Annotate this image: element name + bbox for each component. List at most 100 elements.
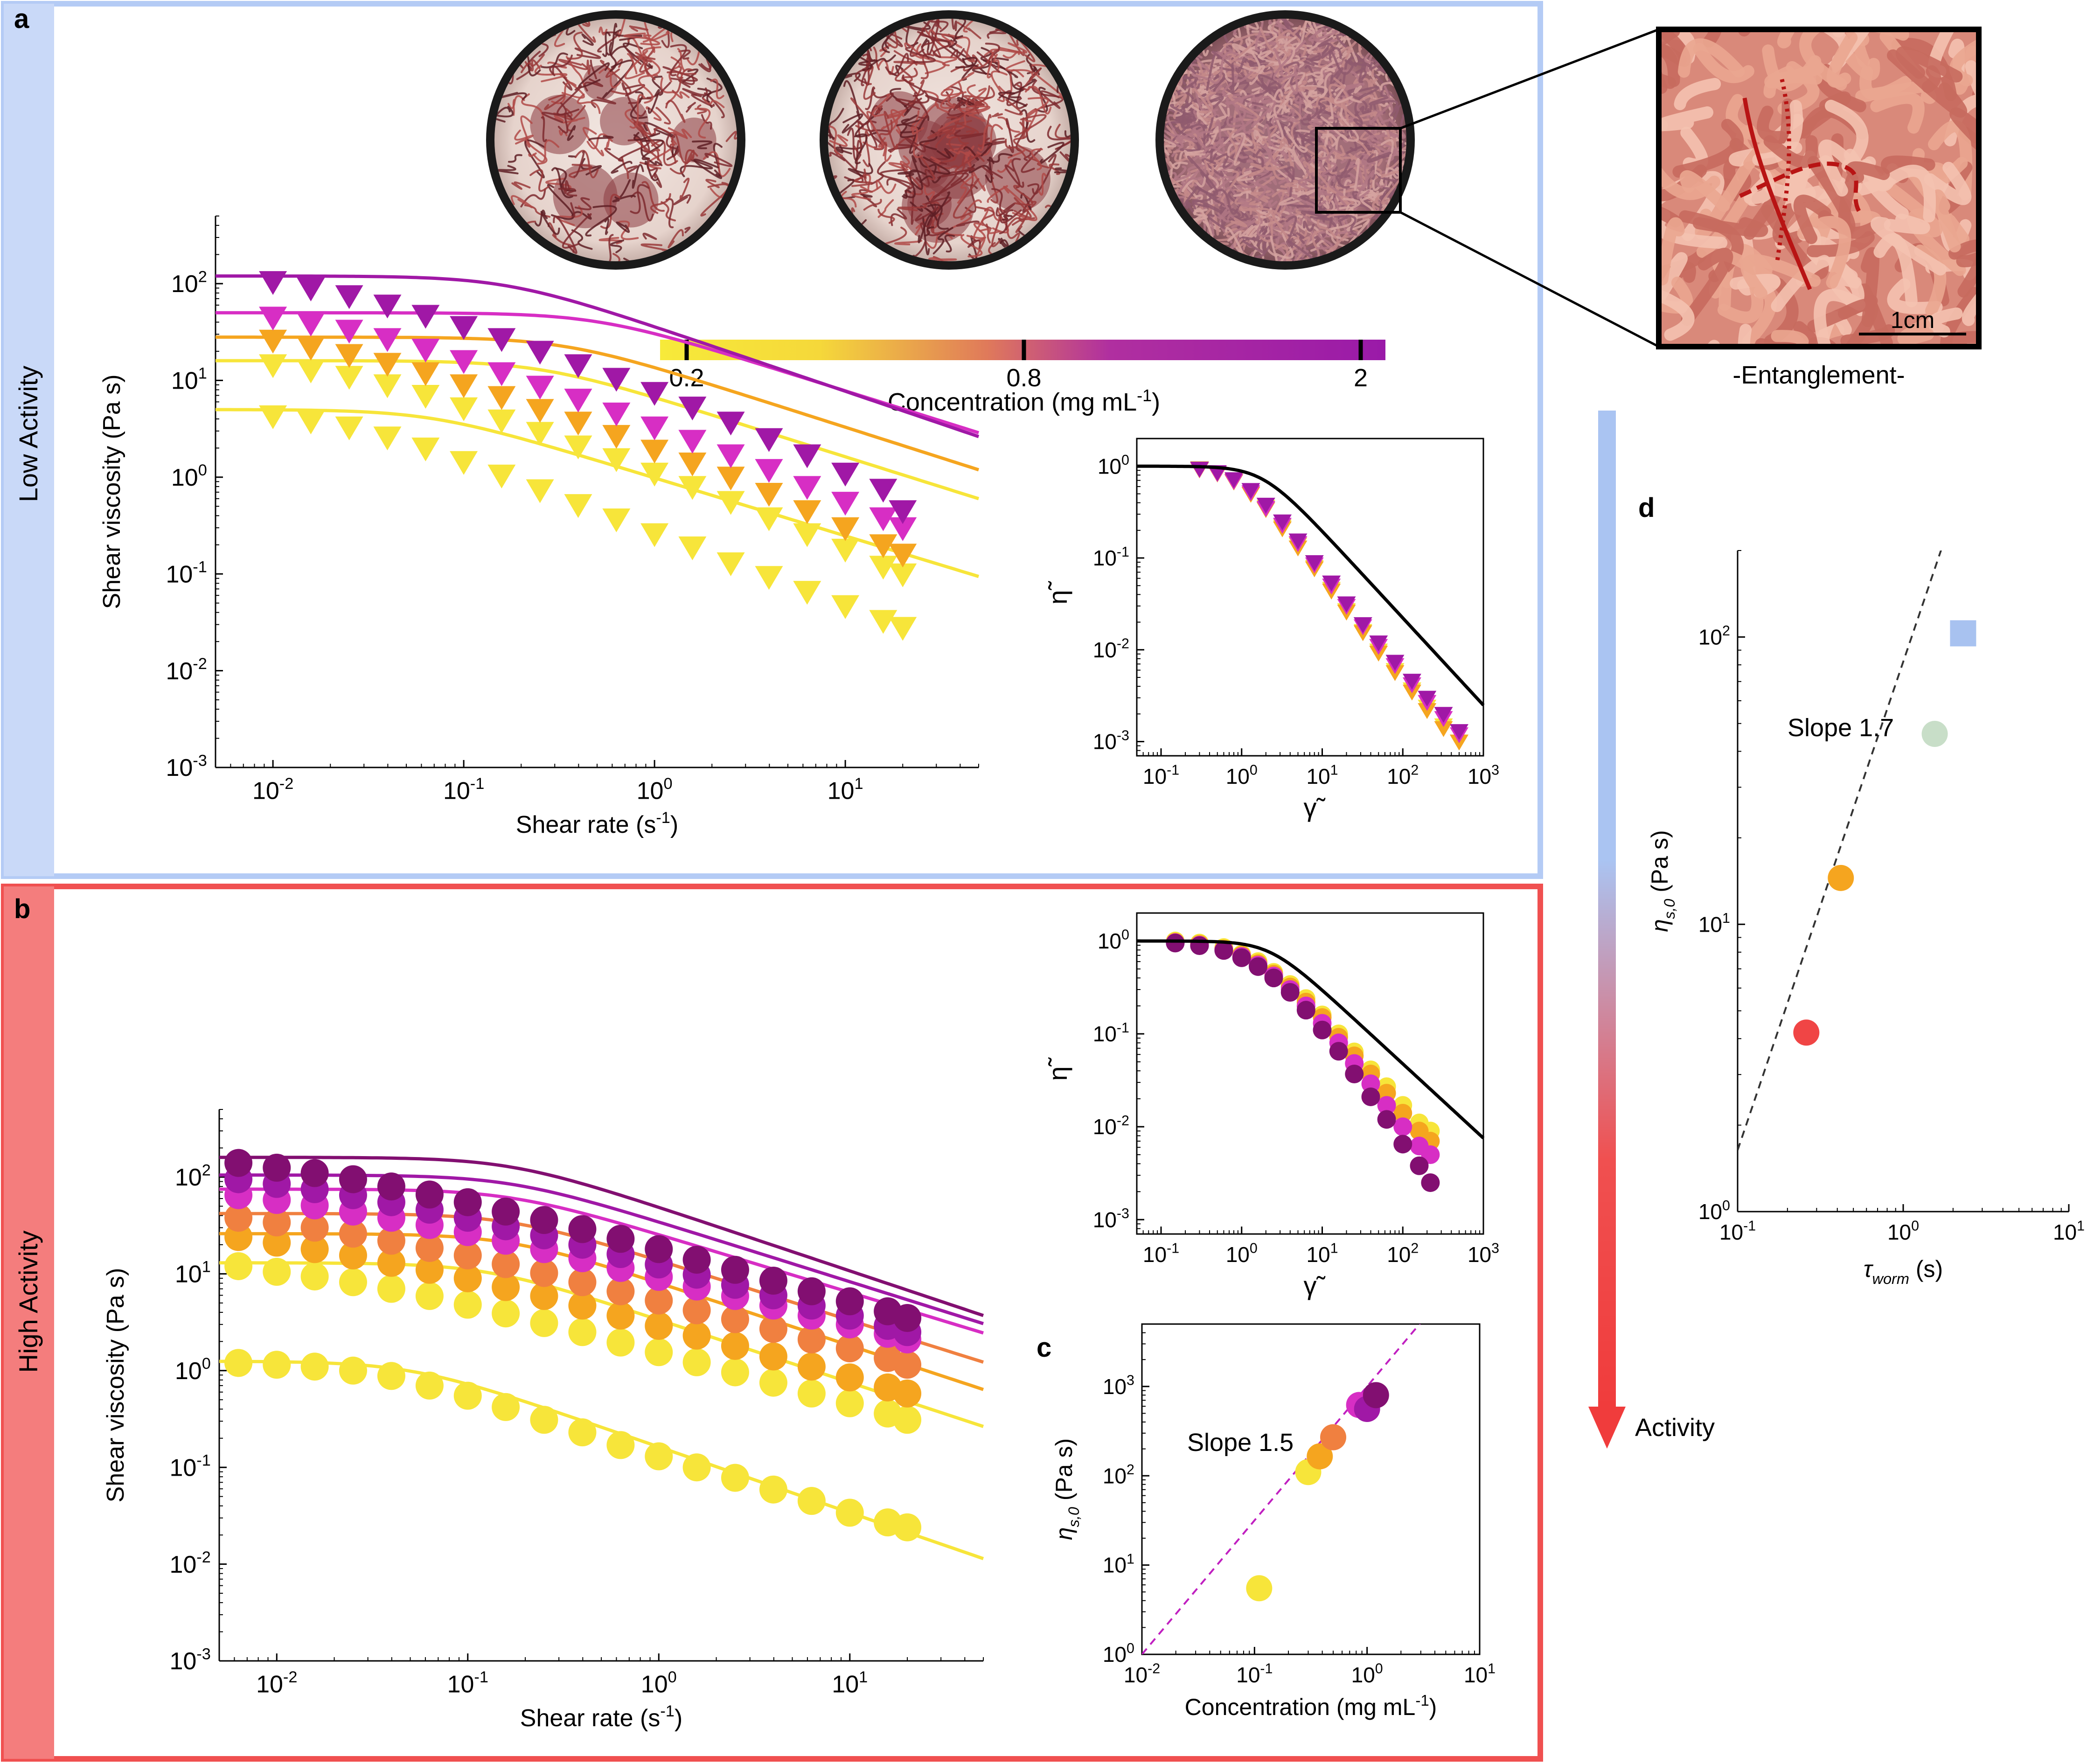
worm-strand (1013, 185, 1034, 206)
worm-strand (1259, 88, 1276, 113)
data-point (1329, 1042, 1348, 1061)
data-point (1418, 703, 1437, 719)
y-axis-label: η̃ (1043, 581, 1072, 604)
worm-strand (1341, 123, 1358, 143)
worm-strand (547, 62, 567, 69)
data-point (263, 1208, 291, 1237)
data-point (411, 362, 440, 386)
data-point (797, 1353, 826, 1381)
worm-strand (1659, 217, 1685, 286)
worm-strand (666, 133, 680, 160)
worm-strand (681, 128, 692, 139)
data-point (453, 1241, 482, 1269)
worm-strand (1757, 105, 1787, 143)
data-point (645, 1311, 673, 1340)
data-point (300, 1262, 329, 1290)
worm-strand (897, 203, 927, 211)
worm-strand (528, 152, 537, 157)
worm-strand (1228, 94, 1255, 106)
worm-strand (1284, 36, 1297, 62)
worm-strand (1259, 27, 1278, 52)
worm-strand (828, 104, 835, 140)
worm-strand (1189, 180, 1198, 188)
worm-strand (911, 110, 920, 135)
worm-strand (508, 154, 522, 163)
worm-strand (1369, 97, 1394, 124)
worm-strand (668, 229, 684, 249)
worm-strand (954, 129, 986, 139)
data-point (1296, 1001, 1315, 1020)
worm-strand (1329, 51, 1354, 75)
worm-strand (1742, 285, 1777, 347)
worm-strand (937, 151, 955, 174)
worm-strand (605, 136, 611, 152)
worm-strand (1284, 80, 1308, 94)
data-point (831, 595, 860, 619)
worm-strand (1278, 148, 1301, 161)
data-point (259, 354, 287, 378)
plot-area (1738, 551, 2069, 1212)
worm-strand (1299, 133, 1330, 153)
data-point (1307, 1443, 1333, 1470)
worm-strand (1740, 254, 1821, 300)
data-point (415, 1255, 444, 1284)
worm-strand (684, 226, 691, 234)
worm-strand (1897, 319, 1934, 346)
worm-strand (1054, 167, 1071, 174)
data-point (1950, 620, 1976, 647)
worm-strand (905, 47, 936, 63)
worm-strand (923, 156, 951, 175)
data-point (1214, 941, 1233, 960)
x-tick-label: 101 (1464, 1661, 1496, 1687)
worm-strand (639, 140, 660, 161)
data-point (377, 1172, 405, 1201)
series-fit-line (219, 1156, 984, 1318)
worm-strand (1240, 38, 1261, 72)
worm-strand (1310, 67, 1335, 78)
worm-strand (1255, 149, 1264, 167)
data-point (297, 411, 325, 435)
data-point (339, 1241, 367, 1269)
worm-strand (625, 108, 650, 140)
data-point (678, 430, 707, 454)
worm-strand (985, 156, 995, 183)
worm-strand (616, 221, 630, 233)
worm-strand (1377, 110, 1398, 139)
data-point (297, 359, 325, 383)
worm-strand (883, 111, 898, 150)
data-point (1393, 1117, 1412, 1136)
chart-a-main: 10-2 10-1 100 101 10-3 10-2 10-1 100 101 102 Shear… (98, 216, 980, 838)
x-axis-label: γ̃ (1304, 1271, 1326, 1300)
data-point (717, 411, 745, 436)
worm-strand (585, 205, 617, 237)
worm-strand (524, 139, 546, 179)
worm-strand (877, 209, 895, 224)
data-point (1256, 497, 1275, 514)
worm-strand (626, 49, 642, 65)
data-point (1190, 461, 1209, 478)
data-point (835, 1287, 864, 1316)
worm-strand (1268, 146, 1294, 152)
worm-strand (521, 54, 545, 73)
worm-strand (866, 120, 878, 149)
worm-strand (1030, 148, 1043, 171)
worm-strand (624, 49, 648, 79)
colorbar-tick-label: 0.8 (1006, 364, 1041, 392)
data-point (297, 277, 325, 301)
worm-strand (562, 117, 585, 124)
worm-strand (520, 188, 546, 208)
worm-strand (1291, 194, 1319, 211)
worm-strand (1014, 82, 1028, 110)
worm-strand (894, 239, 923, 245)
worm-strand (1227, 224, 1253, 242)
worm-strand (930, 202, 946, 234)
worm-strand (877, 59, 894, 75)
worm-strand (642, 19, 655, 53)
worm-strand (1284, 121, 1300, 149)
worm-strand (1236, 170, 1254, 181)
worm-strand (1312, 189, 1333, 196)
worm-strand (926, 20, 940, 56)
data-point (755, 566, 783, 590)
data-point (721, 1305, 749, 1333)
